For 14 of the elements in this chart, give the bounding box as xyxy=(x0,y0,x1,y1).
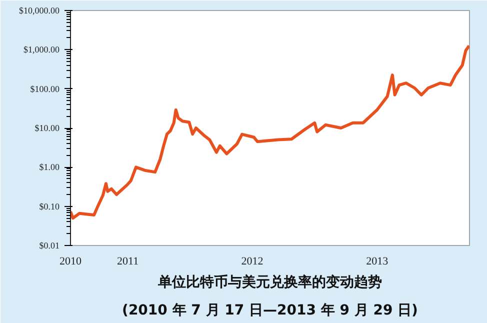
y-tick-label: $100.00 xyxy=(30,84,60,94)
y-tick-label: $10.00 xyxy=(34,123,60,133)
y-tick-label: $10,000.00 xyxy=(19,6,60,16)
text: 单位比特币与美元兑换率的变动趋势 xyxy=(157,274,382,290)
text: (2010 年 7 月 17 日—2013 年 9 月 29 日) xyxy=(122,302,418,318)
y-tick-label: $0.10 xyxy=(39,201,60,212)
x-tick-label: 2013 xyxy=(366,256,389,268)
x-tick-label: 2010 xyxy=(60,256,82,268)
x-tick-label: 2011 xyxy=(116,256,139,268)
y-tick-label: $1,000.00 xyxy=(24,44,60,55)
line-series xyxy=(70,44,470,220)
x-tick-label: 2012 xyxy=(241,256,264,268)
y-tick-label: $0.01 xyxy=(39,240,60,250)
y-tick-label: $1.00 xyxy=(39,162,60,172)
